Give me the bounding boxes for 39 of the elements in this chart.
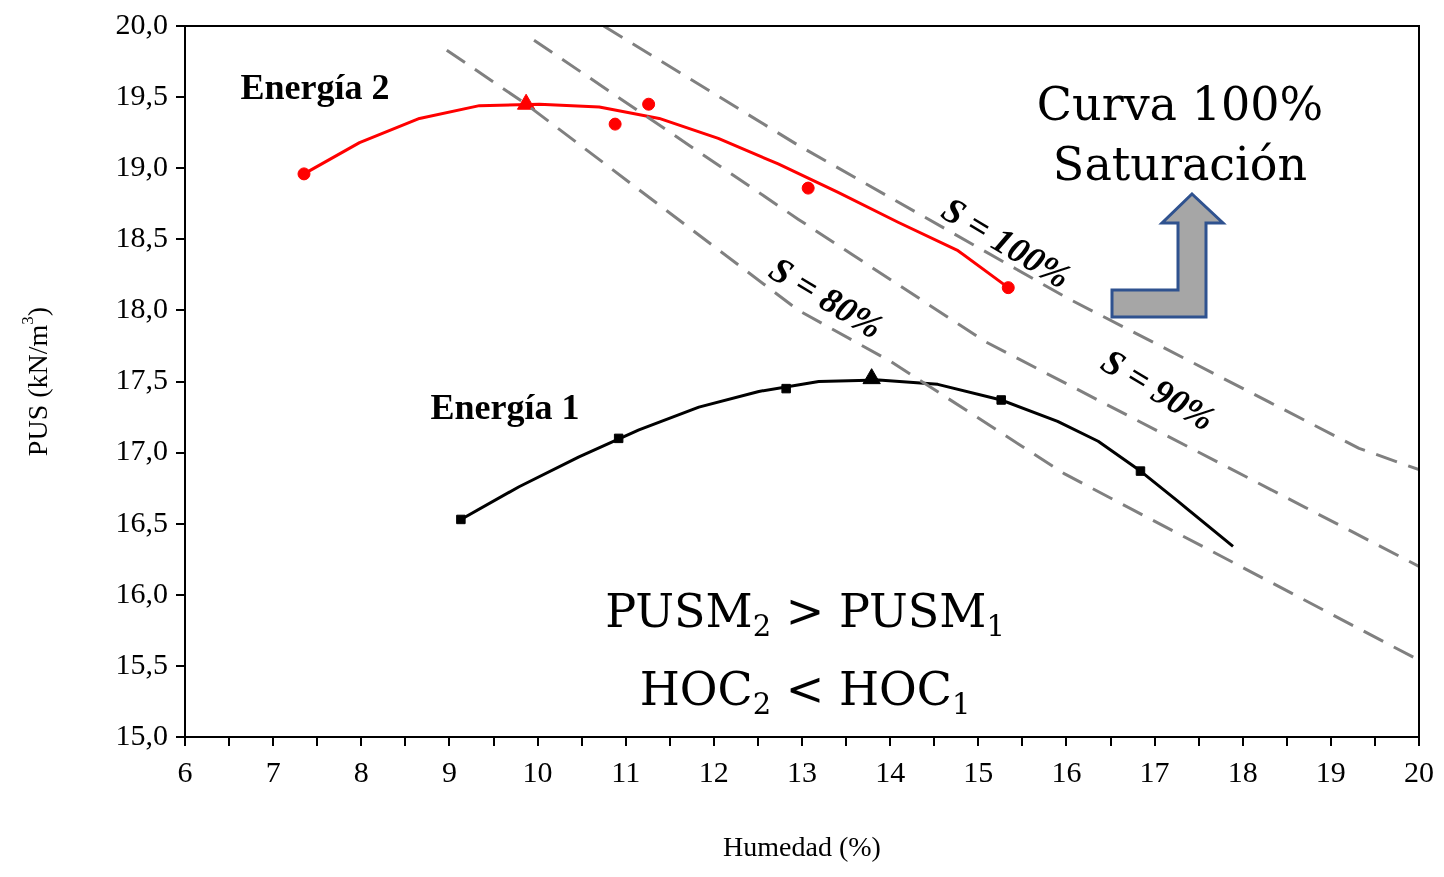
annotation: Saturación [1052,136,1308,191]
x-tick-label: 8 [353,754,369,788]
y-tick-label: 16,5 [115,504,168,538]
x-tick-label: 16 [1051,754,1082,788]
annotation: Curva 100% [1036,76,1324,131]
y-tick-label: 17,5 [115,362,168,396]
annotation: S = 80% [762,248,891,347]
line-series [602,26,1419,472]
x-tick-label: 12 [698,754,729,788]
x-tick-label: 9 [441,754,457,788]
x-tick-label: 13 [787,754,817,788]
y-tick-label: 18,0 [115,291,168,325]
point [642,97,656,111]
x-tick-label: 20 [1404,754,1434,788]
y-tick-label: 16,0 [115,575,168,609]
annotation: Energía 1 [430,387,580,428]
x-tick-label: 17 [1139,754,1170,788]
annotation: S = 90% [1094,340,1223,439]
y-tick-label: 15,0 [115,717,168,751]
x-tick-label: 15 [963,754,994,788]
point [608,117,622,131]
annotation: S = 100% [935,188,1078,297]
x-tick-label: 6 [177,754,193,788]
x-tick-label: 11 [611,754,641,788]
point [801,181,815,195]
y-tick-label: 17,0 [115,433,168,467]
x-axis-title: Humedad (%) [723,830,881,862]
annotation: Energía 2 [240,67,390,108]
x-tick-label: 14 [875,754,906,788]
y-tick-label: 15,5 [115,646,168,680]
x-tick-label: 18 [1227,754,1258,788]
y-axis-title: PUS (kN/m3) [18,306,54,457]
y-tick-label: 19,5 [115,77,168,111]
y-tick-label: 20,0 [115,6,168,40]
y-tick-label: 19,0 [115,149,168,183]
x-tick-label: 7 [265,754,281,788]
x-tick-label: 19 [1315,754,1346,788]
y-tick-label: 18,5 [115,220,168,254]
x-tick-label: 10 [522,754,553,788]
